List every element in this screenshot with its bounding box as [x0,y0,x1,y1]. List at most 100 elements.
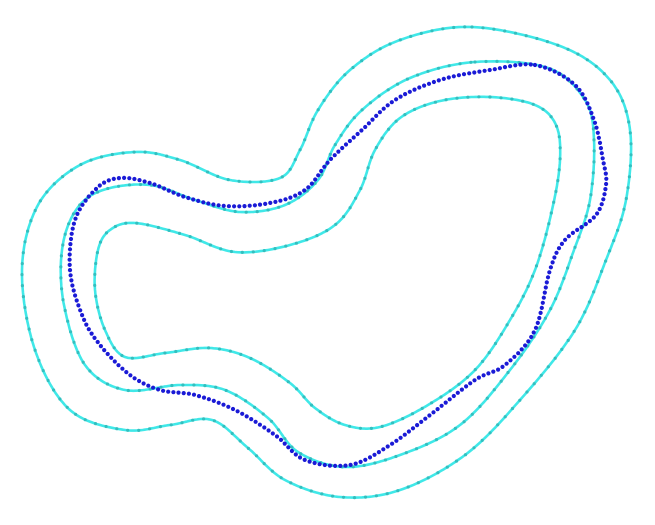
band-point [369,52,373,57]
track-point [398,94,403,99]
track-point [602,192,607,197]
track-point [282,441,287,446]
track-point [412,87,417,92]
band-point [566,338,570,342]
band-point [587,204,591,208]
band-point [398,38,402,42]
track-point [597,206,602,212]
band-point [268,367,272,371]
band-point [99,155,104,159]
band-point [175,157,179,161]
band-point [177,231,182,235]
band-point [224,388,228,393]
track-point [570,230,576,235]
track-point [95,339,100,345]
track-point [587,106,592,111]
band-point [591,171,595,175]
band-point [105,382,109,386]
band-point [584,214,588,218]
band-point [558,157,562,161]
track-point [441,76,446,81]
track-point [542,290,547,295]
track-point [566,77,571,82]
track-point [487,67,492,73]
band-point [255,210,259,214]
track-point [451,74,456,79]
track-point [343,463,348,468]
track-point [293,193,298,198]
band-point [541,243,545,247]
track-point [247,203,252,208]
track-point [112,359,117,364]
band-point [480,438,484,442]
track-point [592,120,598,125]
band-point [222,424,226,428]
track-point [67,252,72,257]
band-point [492,388,496,392]
track-point [402,432,407,437]
band-point [52,388,56,392]
track-point [385,444,390,449]
track-point [216,400,221,405]
band-point [439,395,443,399]
track-point [317,462,322,467]
band-point [212,419,216,423]
track-point [552,69,557,74]
band-point [302,395,306,399]
band-point [473,60,477,64]
band-point [137,388,141,393]
band-point [120,353,124,358]
band-point [624,196,628,201]
band-point [506,370,510,375]
band-point [146,223,150,227]
track-point [221,203,226,208]
track-point [415,423,420,428]
track-point [162,186,167,191]
band-point [352,496,357,500]
track-point [75,211,80,216]
band-point [510,97,514,101]
inner-boundary-curve [93,95,562,430]
band-point [499,379,503,383]
band-point [141,355,145,359]
track-point [211,398,216,403]
band-point [20,284,24,288]
band-point [351,465,355,469]
track-point [216,203,221,208]
band-point [414,447,419,451]
track-point [410,426,416,431]
band-point [262,249,266,253]
track-point [242,204,247,209]
track-point [538,64,543,69]
track-point [596,135,602,140]
band-point [499,332,503,336]
band-point [416,481,420,485]
band-point [71,212,76,216]
band-point [288,167,292,171]
track-point [431,410,436,415]
track-point [332,153,337,158]
band-point [59,276,63,280]
track-point [602,166,607,171]
track-point [529,334,534,340]
track-point [443,400,448,405]
band-point [516,304,520,308]
track-point [86,194,91,199]
track-point [594,125,599,130]
band-point [544,232,548,236]
band-point [219,247,223,251]
band-point [305,238,309,242]
band-point [377,94,381,98]
track-point [288,195,293,200]
track-point [71,221,76,226]
band-point [52,182,56,186]
track-point [86,327,91,332]
band-point [240,250,244,254]
band-point [137,428,141,432]
track-point [603,171,608,176]
track-point [580,92,585,97]
track-point [120,366,125,371]
track-point [422,83,427,88]
band-point [254,454,259,458]
track-point [547,270,552,275]
